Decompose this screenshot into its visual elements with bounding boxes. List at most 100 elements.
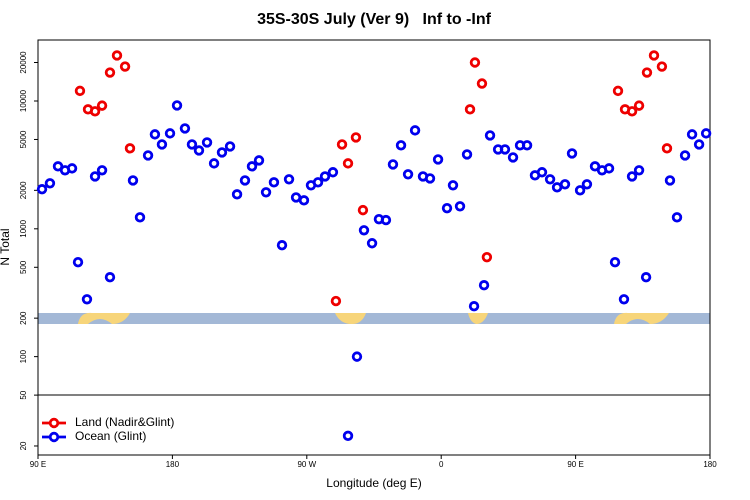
data-point — [104, 272, 116, 283]
data-point — [358, 225, 370, 236]
data-point — [551, 182, 563, 193]
data-point — [330, 295, 342, 307]
y-tick-label: 100 — [19, 349, 28, 363]
data-point — [298, 195, 310, 206]
data-point — [664, 175, 676, 186]
y-tick-label: 5000 — [19, 130, 28, 148]
legend-marker — [48, 417, 60, 429]
data-point — [231, 189, 243, 200]
data-point — [521, 140, 533, 151]
data-point — [283, 174, 295, 185]
x-tick-label: 180 — [166, 460, 180, 469]
data-point — [464, 104, 476, 115]
data-point — [671, 212, 683, 223]
x-tick-label: 0 — [439, 460, 444, 469]
x-tick-label: 90 E — [30, 460, 46, 469]
chart-title: 35S-30S July (Ver 9) Inf to -Inf — [257, 11, 492, 28]
data-point — [387, 159, 399, 170]
plot-frame — [37, 39, 711, 456]
data-point — [618, 294, 630, 305]
data-point — [581, 179, 593, 190]
data-point — [454, 201, 466, 212]
data-point — [253, 155, 265, 166]
data-point — [612, 85, 624, 97]
data-point — [290, 192, 302, 203]
y-tick-label: 500 — [19, 260, 28, 274]
data-point — [633, 165, 645, 176]
data-point — [171, 100, 183, 111]
data-point — [104, 67, 116, 78]
x-axis-label: Longitude (deg E) — [326, 476, 421, 490]
data-point — [149, 129, 161, 140]
data-point — [74, 85, 86, 97]
data-point — [350, 132, 362, 143]
data-point — [81, 294, 93, 305]
legend-marker — [48, 431, 60, 443]
data-point — [566, 148, 578, 159]
data-point — [640, 272, 652, 283]
data-point — [208, 158, 220, 169]
map-strip — [38, 312, 710, 324]
x-tick-label: 90 E — [567, 460, 583, 469]
data-point — [193, 145, 205, 156]
data-point — [96, 165, 108, 176]
data-point — [395, 140, 407, 151]
data-point — [633, 100, 645, 111]
data-point — [186, 139, 198, 150]
x-tick-label: 90 W — [297, 460, 316, 469]
data-point — [36, 184, 48, 195]
data-point — [336, 139, 348, 150]
data-point — [164, 128, 176, 139]
data-point — [342, 158, 354, 169]
data-point — [476, 78, 488, 89]
data-point — [661, 143, 673, 154]
y-tick-label: 200 — [19, 311, 28, 325]
data-point — [351, 351, 363, 362]
data-point — [559, 179, 571, 190]
data-point — [142, 150, 154, 161]
data-point — [478, 280, 490, 291]
land-shape — [614, 312, 669, 324]
data-point — [342, 430, 354, 442]
data-point — [89, 171, 101, 182]
data-point — [626, 106, 638, 117]
data-point — [127, 175, 139, 186]
data-point — [409, 125, 421, 136]
data-point — [319, 171, 331, 182]
data-point — [536, 167, 548, 178]
data-point — [179, 123, 191, 134]
data-point — [327, 167, 339, 178]
y-axis-label: N Total — [0, 228, 12, 265]
land-shape — [78, 312, 130, 324]
data-point — [700, 128, 712, 139]
data-point — [119, 61, 131, 72]
data-point — [66, 163, 78, 174]
data-point — [357, 204, 369, 216]
data-point — [44, 178, 56, 189]
y-tick-label: 10000 — [19, 89, 28, 112]
data-point — [124, 143, 136, 154]
data-point — [156, 139, 168, 150]
data-point — [424, 173, 436, 184]
data-point — [89, 106, 101, 117]
data-point — [224, 141, 236, 152]
data-point — [468, 301, 480, 312]
data-point — [268, 177, 280, 188]
data-point — [481, 251, 493, 263]
ocean-band — [38, 313, 710, 324]
data-point — [432, 154, 444, 165]
data-point — [499, 144, 511, 155]
data-point — [447, 180, 459, 191]
y-tick-label: 20 — [19, 441, 28, 450]
data-point — [239, 175, 251, 186]
data-point — [469, 57, 481, 68]
data-point — [276, 240, 288, 251]
y-tick-label: 1000 — [19, 219, 28, 237]
data-point — [656, 61, 668, 72]
x-tick-label: 180 — [703, 460, 717, 469]
land-shape — [335, 313, 366, 324]
data-point — [366, 238, 378, 249]
data-point — [626, 171, 638, 182]
data-point — [461, 149, 473, 160]
